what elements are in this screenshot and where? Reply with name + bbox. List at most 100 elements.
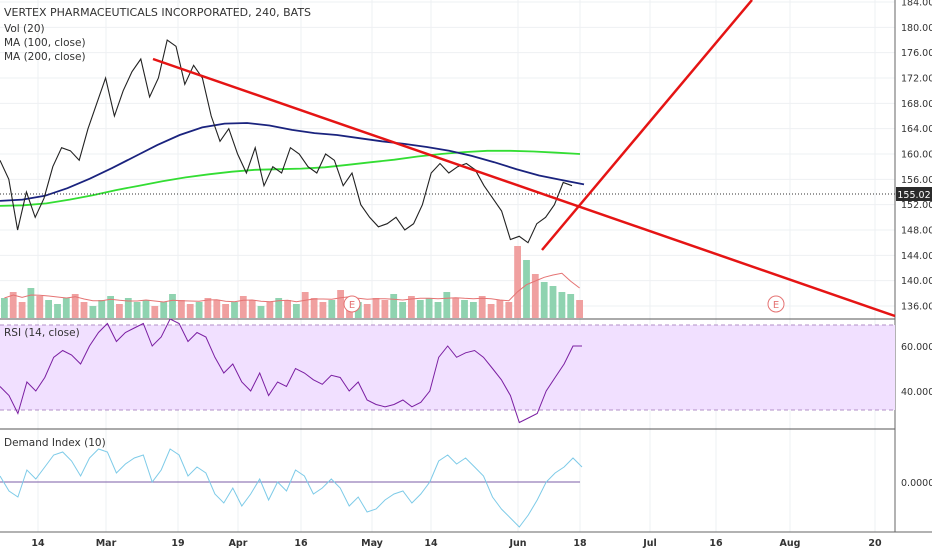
price-tick-label: 140.00 bbox=[901, 276, 932, 287]
time-tick-label: Apr bbox=[229, 538, 248, 549]
volume-bars bbox=[1, 246, 583, 318]
volume-bar bbox=[54, 304, 61, 318]
earnings-marker-label: E bbox=[349, 300, 355, 311]
volume-bar bbox=[36, 296, 44, 318]
earnings-marker[interactable]: E bbox=[343, 295, 361, 313]
volume-bar bbox=[531, 274, 539, 318]
rsi-pane-label[interactable]: RSI (14, close) bbox=[4, 327, 80, 339]
price-tick-label: 160.00 bbox=[901, 150, 932, 161]
price-tick-label: 136.00 bbox=[901, 302, 932, 313]
volume-bar bbox=[425, 298, 433, 318]
indicator-label-ma200[interactable]: MA (200, close) bbox=[4, 51, 86, 63]
volume-bar bbox=[310, 298, 318, 318]
trendline-ascending[interactable] bbox=[541, 0, 753, 251]
volume-bar bbox=[71, 294, 79, 318]
price-tick-label: 164.00 bbox=[901, 124, 932, 135]
price-line[interactable] bbox=[0, 39, 573, 244]
volume-bar bbox=[257, 306, 265, 318]
time-tick-label: 14 bbox=[424, 538, 438, 549]
volume-bar bbox=[142, 300, 150, 318]
volume-bar bbox=[89, 306, 97, 318]
time-tick-label: 20 bbox=[868, 538, 882, 549]
time-axis[interactable]: 14 Mar 19 Apr 16 May 14 Jun 18 Jul 16 Aug 20 bbox=[31, 538, 882, 549]
volume-bar bbox=[301, 292, 309, 318]
grid bbox=[0, 0, 895, 532]
volume-bar bbox=[408, 296, 415, 318]
volume-bar bbox=[337, 290, 344, 318]
volume-bar bbox=[381, 300, 389, 318]
volume-ma-line bbox=[4, 272, 580, 303]
ma-100-line[interactable] bbox=[0, 122, 585, 202]
time-tick-label: Jul bbox=[642, 538, 657, 549]
time-tick-label: 16 bbox=[294, 538, 308, 549]
time-tick-label: May bbox=[361, 538, 384, 549]
price-tick-label: 172.00 bbox=[901, 74, 932, 85]
volume-bar bbox=[9, 292, 17, 318]
indicator-label-vol[interactable]: Vol (20) bbox=[4, 23, 45, 35]
volume-bar bbox=[151, 306, 159, 318]
volume-bar bbox=[478, 296, 486, 318]
volume-bar bbox=[45, 300, 52, 318]
volume-bar bbox=[523, 260, 530, 318]
volume-bar bbox=[470, 302, 477, 318]
volume-bar bbox=[293, 304, 300, 318]
volume-bar bbox=[18, 302, 26, 318]
volume-bar bbox=[124, 298, 132, 318]
last-price-badge bbox=[896, 187, 932, 201]
volume-bar bbox=[363, 304, 371, 318]
time-tick-label: 14 bbox=[31, 538, 45, 549]
volume-bar bbox=[116, 304, 123, 318]
volume-bar bbox=[487, 304, 495, 318]
volume-bar bbox=[390, 294, 398, 318]
time-tick-label: Aug bbox=[780, 538, 801, 549]
volume-bar bbox=[505, 302, 513, 318]
demand-index-line[interactable] bbox=[0, 448, 583, 528]
volume-bar bbox=[62, 298, 70, 318]
volume-bar bbox=[434, 302, 442, 318]
time-tick-label: 18 bbox=[573, 538, 587, 549]
demand-pane-label[interactable]: Demand Index (10) bbox=[4, 437, 106, 449]
price-tick-label: 176.00 bbox=[901, 48, 932, 59]
earnings-marker-label: E bbox=[773, 300, 779, 311]
volume-bar bbox=[496, 300, 504, 318]
volume-bar bbox=[514, 246, 521, 318]
time-tick-label: Mar bbox=[96, 538, 117, 549]
rsi-tick-label: 60.0000 bbox=[901, 342, 932, 353]
price-axis[interactable]: 136.00 140.00 144.00 148.00 152.00 156.00 160.… bbox=[901, 0, 932, 313]
volume-bar bbox=[195, 302, 203, 318]
trendline-descending[interactable] bbox=[152, 57, 896, 318]
volume-bar bbox=[567, 294, 575, 318]
volume-bar bbox=[248, 300, 256, 318]
volume-bar bbox=[27, 288, 35, 318]
earnings-marker[interactable]: E bbox=[767, 295, 785, 313]
volume-bar bbox=[443, 292, 451, 318]
indicator-label-ma100[interactable]: MA (100, close) bbox=[4, 37, 86, 49]
rsi-tick-label: 40.0000 bbox=[901, 387, 932, 398]
volume-bar bbox=[540, 282, 548, 318]
price-tick-label: 168.00 bbox=[901, 99, 932, 110]
volume-bar bbox=[266, 302, 274, 318]
rsi-line[interactable] bbox=[0, 318, 582, 424]
volume-bar bbox=[133, 302, 141, 318]
price-tick-label: 144.00 bbox=[901, 251, 932, 262]
volume-bar bbox=[284, 300, 291, 318]
volume-bar bbox=[452, 298, 460, 318]
volume-bar bbox=[1, 298, 8, 318]
volume-bar bbox=[222, 304, 229, 318]
last-price-label: 155.02 bbox=[897, 190, 930, 201]
volume-bar bbox=[549, 286, 557, 318]
volume-bar bbox=[399, 302, 406, 318]
volume-bar bbox=[186, 304, 194, 318]
volume-bar bbox=[416, 300, 424, 318]
volume-bar bbox=[328, 300, 336, 318]
price-tick-label: 148.00 bbox=[901, 226, 932, 237]
volume-bar bbox=[213, 300, 221, 318]
volume-bar bbox=[204, 298, 212, 318]
price-tick-label: 184.00 bbox=[901, 0, 932, 9]
price-tick-label: 180.00 bbox=[901, 23, 932, 34]
volume-bar bbox=[98, 300, 106, 318]
rsi-band bbox=[0, 325, 895, 410]
time-tick-label: Jun bbox=[508, 538, 526, 549]
volume-bar bbox=[576, 300, 583, 318]
